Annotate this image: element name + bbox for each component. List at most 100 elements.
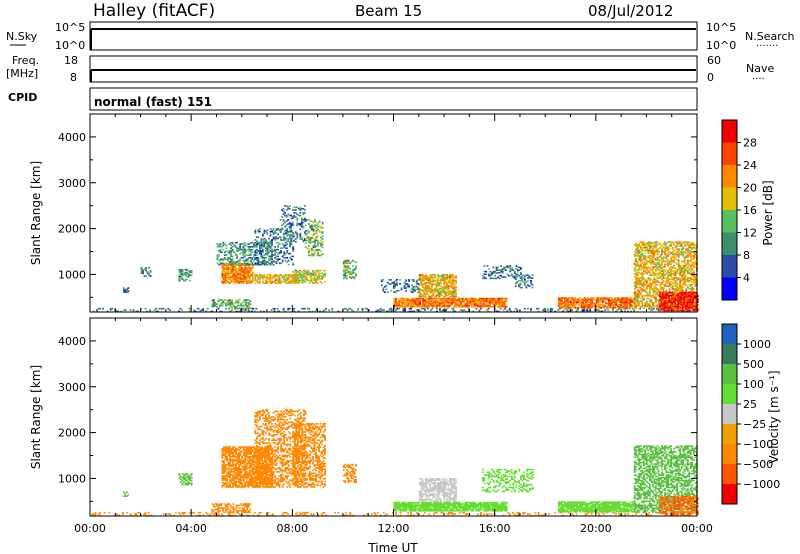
data-cell [231, 300, 233, 303]
data-cell [492, 303, 494, 305]
data-cell [616, 309, 619, 311]
data-cell [446, 289, 448, 291]
data-cell [650, 300, 653, 303]
data-cell [642, 255, 645, 257]
data-cell [582, 298, 585, 301]
data-cell [230, 251, 232, 254]
data-cell [312, 232, 315, 235]
data-cell [278, 252, 281, 255]
data-cell [349, 268, 351, 270]
data-cell [223, 269, 225, 272]
data-cell [682, 266, 685, 268]
data-cell [223, 267, 225, 269]
data-cell [224, 258, 226, 260]
data-cell [670, 284, 673, 286]
data-cell [477, 299, 479, 301]
data-cell [673, 285, 676, 287]
data-cell [680, 279, 683, 282]
data-cell [407, 301, 410, 304]
data-cell [352, 272, 354, 274]
data-cell [674, 253, 677, 256]
data-cell [652, 289, 654, 292]
data-cell [229, 299, 232, 301]
data-cell [461, 304, 464, 307]
data-cell [656, 252, 659, 254]
data-cell [489, 297, 491, 300]
data-cell [683, 294, 686, 297]
data-cell [679, 285, 682, 287]
data-cell [124, 290, 127, 292]
data-cell [639, 246, 642, 249]
power-region [122, 287, 130, 293]
data-cell [679, 281, 682, 283]
data-cell [410, 301, 413, 304]
data-cell [472, 306, 475, 308]
data-cell [528, 285, 531, 287]
data-cell [458, 304, 461, 307]
data-cell [639, 288, 642, 290]
data-cell [436, 304, 438, 307]
data-cell [344, 270, 347, 273]
data-cell [299, 206, 302, 209]
data-cell [495, 272, 498, 274]
data-cell [680, 270, 683, 272]
data-cell [309, 272, 311, 275]
data-cell [347, 265, 350, 267]
data-cell [648, 282, 651, 285]
data-cell [290, 230, 293, 233]
data-cell [251, 262, 254, 265]
data-cell [416, 306, 419, 308]
data-cell [289, 246, 292, 248]
data-cell [239, 263, 242, 266]
data-cell [650, 249, 653, 252]
data-cell [630, 297, 633, 299]
data-cell [224, 272, 227, 275]
nave-label: Nave [746, 62, 774, 75]
data-cell [566, 309, 569, 311]
data-cell [620, 305, 622, 308]
data-cell [445, 299, 447, 301]
data-cell [442, 300, 444, 303]
data-cell [519, 284, 522, 286]
data-cell [492, 277, 495, 280]
data-cell [492, 270, 495, 273]
data-cell [667, 264, 670, 267]
data-cell [269, 276, 272, 279]
data-cell [275, 248, 278, 251]
data-cell [665, 296, 667, 298]
data-cell [248, 278, 251, 280]
data-cell [426, 278, 429, 280]
data-cell [694, 304, 697, 307]
data-cell [650, 245, 653, 248]
data-cell [668, 253, 671, 256]
data-cell [302, 227, 305, 229]
data-cell [393, 303, 396, 305]
data-cell [221, 267, 224, 269]
data-cell [302, 307, 305, 310]
data-cell [292, 247, 295, 249]
data-cell [567, 302, 569, 305]
data-cell [657, 309, 660, 311]
data-cell [266, 263, 269, 266]
data-cell [655, 270, 657, 272]
data-cell [686, 304, 689, 306]
data-cell [586, 297, 589, 299]
data-cell [636, 282, 639, 285]
data-cell [681, 294, 684, 297]
data-cell [608, 298, 610, 301]
data-cell [684, 308, 687, 310]
data-cell [247, 276, 250, 279]
data-cell [299, 209, 302, 211]
data-cell [295, 279, 298, 282]
data-cell [243, 248, 246, 251]
data-cell [557, 302, 560, 305]
power-region [557, 297, 636, 309]
data-cell [670, 268, 673, 271]
data-cell [683, 304, 686, 306]
data-cell [673, 242, 676, 245]
data-cell [641, 244, 644, 246]
data-cell [355, 261, 357, 263]
data-cell [527, 284, 529, 286]
data-cell [450, 279, 453, 282]
data-cell [279, 236, 282, 239]
